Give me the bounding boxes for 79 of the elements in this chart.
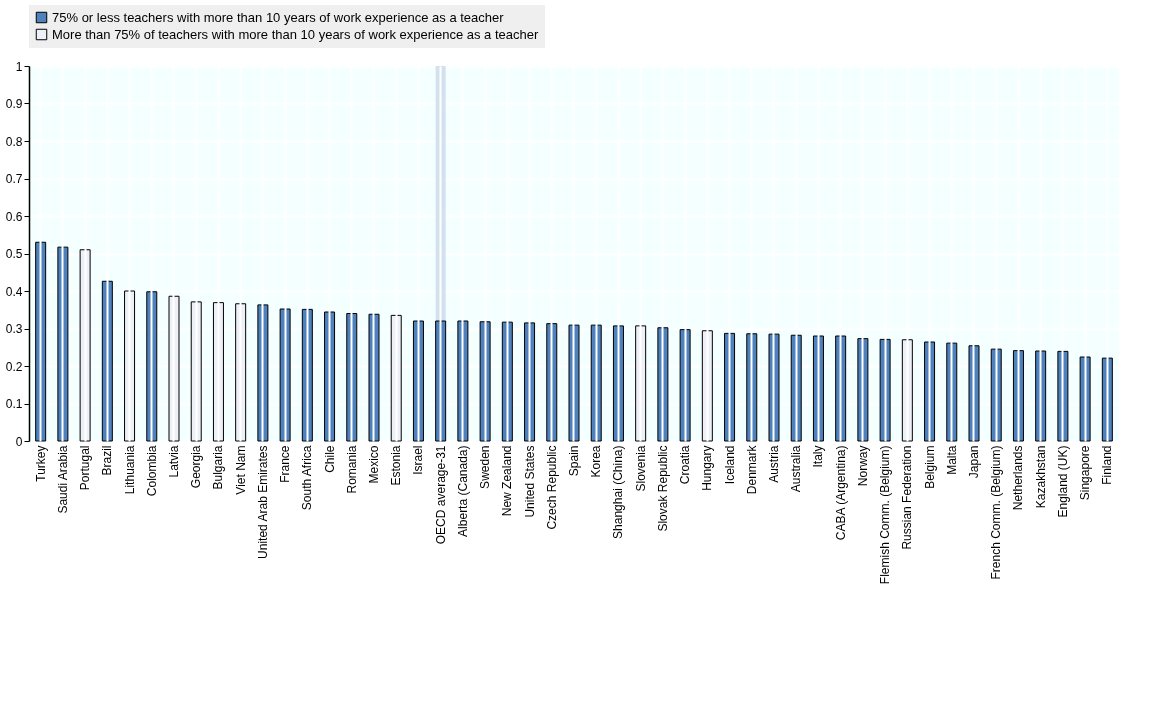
x-tick-label: Czech Republic <box>544 445 559 530</box>
x-tick-label: Romania <box>344 445 359 494</box>
y-tick-label: 0.3 <box>5 322 23 336</box>
bar <box>1079 356 1091 442</box>
x-tick-label: Lithuania <box>122 445 137 495</box>
bar <box>57 246 69 442</box>
bar <box>257 304 269 442</box>
y-tick-label: 0.1 <box>5 397 23 411</box>
x-tick-label: England (UK) <box>1055 445 1070 518</box>
x-tick-label: Austria <box>767 445 781 483</box>
x-tick-label: Slovenia <box>633 445 648 492</box>
bar <box>968 345 980 442</box>
x-tick-label: Slovak Republic <box>655 445 670 532</box>
x-tick-label: Turkey <box>33 445 48 482</box>
x-tick-label: France <box>278 445 293 483</box>
x-tick-label: Colombia <box>144 445 159 497</box>
x-tick-label: Bulgaria <box>211 445 226 490</box>
x-tick-label: South Africa <box>300 445 315 511</box>
legend-label: More than 75% of teachers with more than 10 years of work experience as a teacher <box>52 26 539 42</box>
x-tick-label: Japan <box>967 445 981 479</box>
x-tick-label: Alberta (Canada) <box>455 445 470 537</box>
y-tick-label: 0.4 <box>5 284 23 299</box>
bar <box>1057 350 1069 442</box>
x-tick-label: Russian Federation <box>900 445 915 550</box>
x-tick-label: United States <box>522 445 537 518</box>
x-tick-label: Estonia <box>389 445 404 486</box>
x-tick-label: Australia <box>789 445 804 493</box>
x-tick-label: Latvia <box>167 445 181 478</box>
bar <box>479 321 491 442</box>
x-tick-label: Iceland <box>722 445 737 485</box>
bar <box>568 324 580 442</box>
bar <box>79 249 91 442</box>
y-tick-label: 0 <box>15 434 23 449</box>
x-tick-label: Kazakhstan <box>1033 445 1048 509</box>
x-tick-label: CABA (Argentina) <box>833 445 848 541</box>
y-tick-label: 0.2 <box>5 359 23 374</box>
x-tick-label: Croatia <box>678 445 693 485</box>
x-tick-label: Saudi Arabia <box>55 445 70 514</box>
x-tick-label: Finland <box>1100 445 1115 485</box>
y-tick-label: 1 <box>15 59 23 74</box>
bar <box>279 308 291 442</box>
bar <box>768 333 780 442</box>
x-tick-label: Belgium <box>922 445 937 489</box>
x-tick-label: Singapore <box>1078 445 1093 501</box>
bar <box>679 329 691 442</box>
bar <box>457 320 469 442</box>
x-tick-label: Georgia <box>189 445 204 489</box>
x-tick-label: Portugal <box>78 445 93 491</box>
x-tick-label: Israel <box>411 445 426 475</box>
bar <box>879 338 891 442</box>
x-tick-label: Viet Nam <box>233 445 248 495</box>
x-tick-label: United Arab Emirates <box>255 445 270 559</box>
x-tick-label: Flemish Comm. (Belgium) <box>878 445 893 585</box>
x-tick-label: Brazil <box>100 445 115 476</box>
x-tick-label: Norway <box>855 445 870 487</box>
x-tick-label: Denmark <box>744 444 759 495</box>
legend-label: 75% or less teachers with more than 10 years of work experience as a teacher <box>52 9 505 25</box>
bar <box>168 295 180 442</box>
x-tick-label: Hungary <box>700 445 715 491</box>
y-tick-label: 0.6 <box>5 209 23 224</box>
x-tick-label: Mexico <box>367 445 381 484</box>
x-tick-label: New Zealand <box>500 445 515 517</box>
x-tick-label: Korea <box>589 445 604 478</box>
x-tick-label: Chile <box>322 445 337 473</box>
y-tick-label: 0.7 <box>5 172 23 186</box>
y-tick-label: 0.8 <box>5 134 23 149</box>
x-tick-label: Malta <box>944 445 959 475</box>
y-tick-label: 0.5 <box>5 247 23 261</box>
y-tick-label: 0.9 <box>5 97 23 111</box>
x-tick-label: French Comm. (Belgium) <box>989 445 1004 580</box>
x-tick-label: OECD average-31 <box>433 445 448 545</box>
bar <box>657 327 669 442</box>
x-tick-label: Sweden <box>478 445 493 489</box>
x-tick-label: Shanghai (China) <box>611 445 626 539</box>
bar <box>857 338 869 442</box>
x-tick-label: Italy <box>811 445 826 468</box>
x-tick-label: Netherlands <box>1011 445 1026 511</box>
x-tick-label: Spain <box>567 445 581 477</box>
bar <box>368 313 380 442</box>
